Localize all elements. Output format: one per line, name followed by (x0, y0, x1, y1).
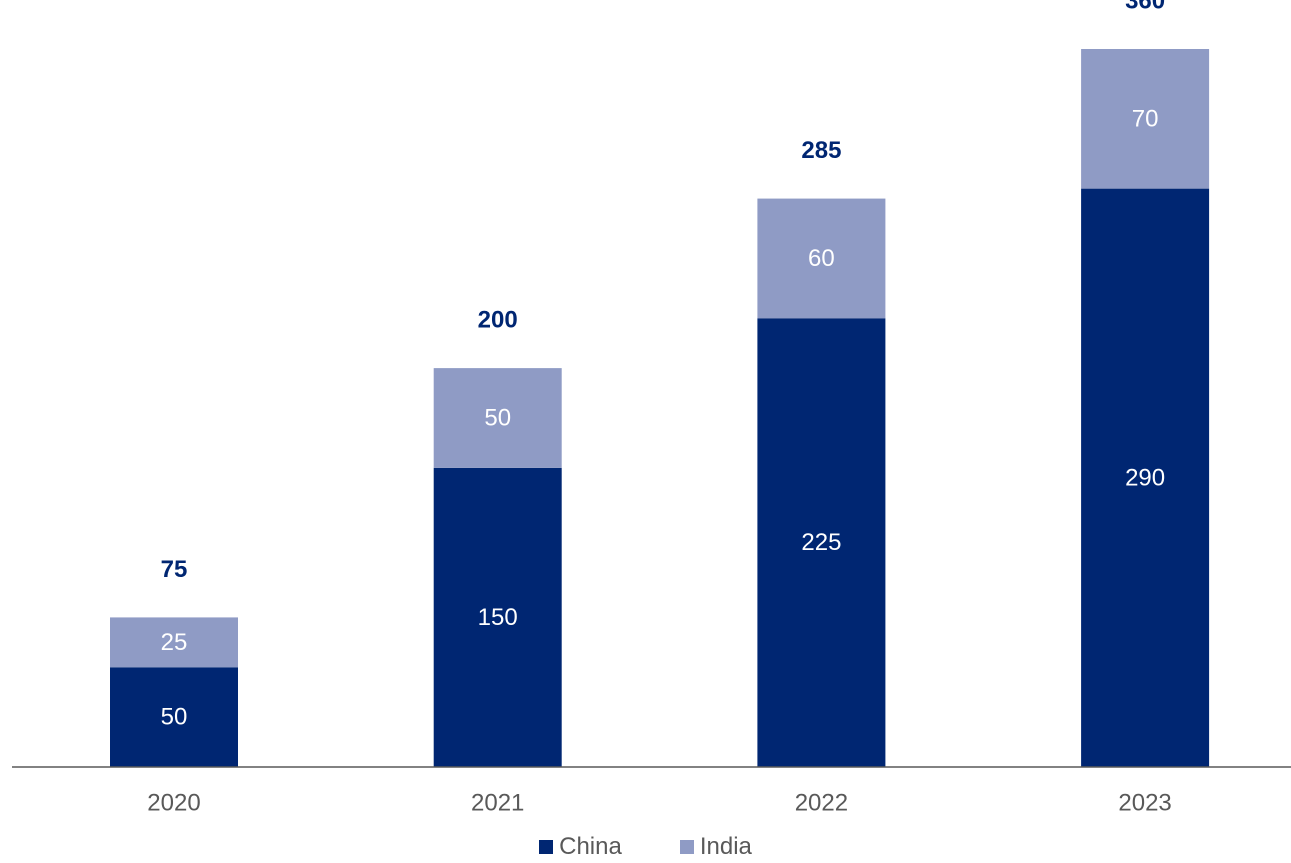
data-label-india-2023: 70 (1132, 105, 1159, 132)
data-label-india-2020: 25 (161, 629, 188, 656)
bar-china-2020 (110, 667, 238, 767)
legend-swatch-india (679, 840, 694, 854)
legend-label-china: China (559, 833, 622, 860)
data-label-india-2021: 50 (484, 404, 511, 431)
x-tick-label-2022: 2022 (795, 790, 848, 817)
data-label-china-2021: 150 (478, 604, 518, 631)
bar-india-2020 (110, 617, 238, 668)
data-label-china-2023: 290 (1125, 464, 1165, 491)
bar-china-2021 (433, 467, 562, 767)
legend-swatch-china (539, 840, 554, 854)
total-label-2023: 360 (1125, 0, 1165, 15)
total-label-2021: 200 (478, 307, 518, 334)
x-tick-label-2023: 2023 (1118, 790, 1171, 817)
stacked-bar-chart: 50 25 75 2020 150 50 200 2021 225 60 285 2022 290 70 3… (12, 0, 1291, 817)
data-label-china-2022: 225 (801, 529, 841, 556)
bar-china-2022 (757, 318, 886, 767)
legend-item-china: China (539, 835, 622, 859)
legend: China India (0, 832, 1291, 862)
data-label-china-2020: 50 (161, 704, 188, 731)
bar-india-2021 (433, 368, 562, 468)
x-tick-label-2021: 2021 (471, 790, 524, 817)
x-tick-label-2020: 2020 (147, 790, 200, 817)
bar-china-2023 (1081, 188, 1210, 768)
bar-india-2023 (1081, 49, 1210, 189)
legend-item-india: India (679, 833, 752, 860)
bar-india-2022 (757, 198, 886, 319)
data-label-india-2022: 60 (808, 245, 835, 272)
total-label-2022: 285 (801, 137, 841, 164)
legend-label-india: India (699, 833, 752, 860)
total-label-2020: 75 (161, 556, 188, 583)
